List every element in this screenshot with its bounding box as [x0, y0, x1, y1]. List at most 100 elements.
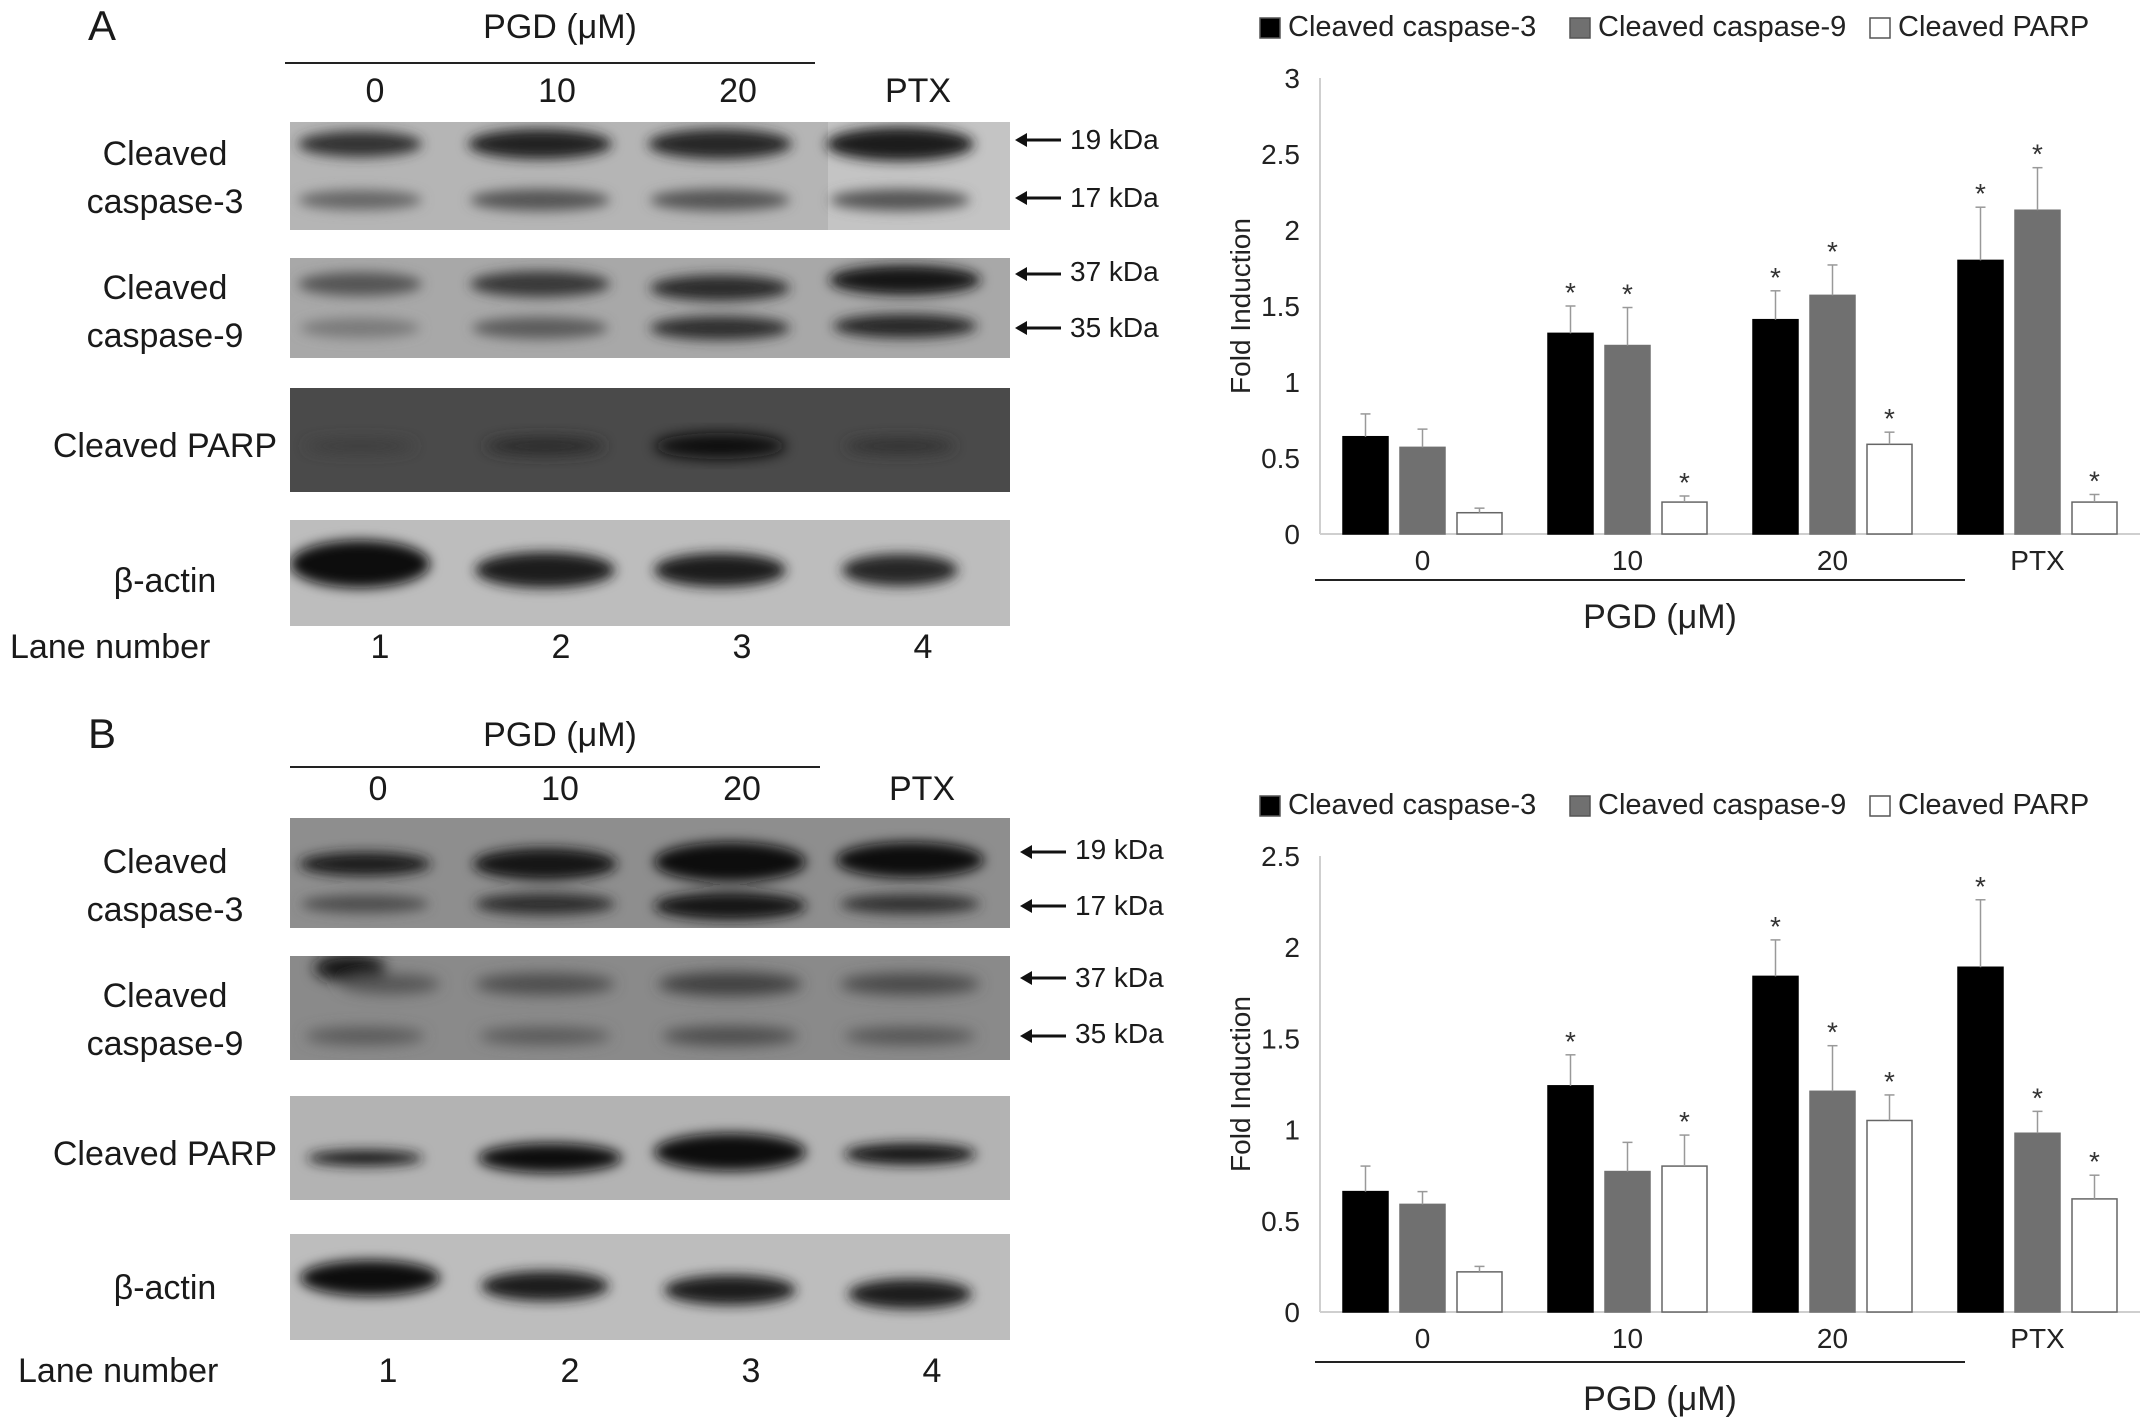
y-tick-label: 0 [1284, 1297, 1300, 1328]
pgd-group-label: PGD (μM) [483, 8, 637, 46]
bar [1342, 435, 1389, 535]
legend-label: Cleaved caspase-9 [1598, 789, 1846, 821]
significance-marker: * [1770, 911, 1781, 942]
bar [1342, 1190, 1389, 1313]
lane-header-20: 20 [719, 72, 757, 110]
y-tick-label: 1.5 [1261, 291, 1300, 322]
bar [1752, 975, 1799, 1313]
blot-label-cleaved-parp: Cleaved PARP [52, 427, 278, 465]
blot-a-beta-actin [290, 520, 1010, 626]
legend-label: Cleaved PARP [1898, 789, 2089, 821]
y-tick-label: 2.5 [1261, 139, 1300, 170]
arrow-left-icon [1015, 133, 1061, 147]
y-tick-label: 0.5 [1261, 1206, 1300, 1237]
legend-label: Cleaved caspase-9 [1598, 11, 1846, 43]
legend-label: Cleaved caspase-3 [1288, 789, 1536, 821]
x-tick-label: 20 [1817, 545, 1848, 576]
legend-swatch [1259, 795, 1281, 817]
lane-header-0: 0 [368, 770, 388, 808]
x-tick-label: PTX [2010, 1323, 2065, 1354]
bar [1547, 1085, 1594, 1313]
significance-marker: * [1827, 236, 1838, 267]
bar-chart-b: Cleaved caspase-3 Cleaved caspase-9 Cleave… [1225, 789, 2140, 1418]
y-tick-label: 1.5 [1261, 1023, 1300, 1054]
y-axis-label: Fold Induction [1225, 996, 1256, 1172]
significance-marker: * [1884, 403, 1895, 434]
y-tick-label: 1 [1284, 1115, 1300, 1146]
bar [1866, 443, 1913, 535]
significance-marker: * [1622, 279, 1633, 310]
arrow-left-icon [1020, 971, 1066, 985]
bar-chart-a: Cleaved caspase-3 Cleaved caspase-9 Cleave… [1225, 11, 2140, 636]
bar [2071, 501, 2118, 535]
lane-number: 4 [913, 628, 933, 666]
blot-label-beta-actin: β-actin [113, 562, 217, 600]
lane-header-ptx: PTX [888, 770, 956, 808]
lane-number: 3 [741, 1352, 761, 1390]
blot-a-caspase-9 [290, 258, 1010, 358]
blot-label-cleaved-caspase-9: Cleaved caspase-9 [86, 977, 244, 1063]
pgd-group-label: PGD (μM) [483, 716, 637, 754]
y-tick-label: 1 [1284, 367, 1300, 398]
bar [1866, 1119, 1913, 1313]
blot-label-cleaved-caspase-3: Cleaved caspase-3 [86, 843, 244, 929]
arrow-left-icon [1015, 267, 1061, 281]
kda-label: 35 kDa [1075, 1018, 1164, 1049]
significance-marker: * [1975, 871, 1986, 902]
significance-marker: * [1975, 178, 1986, 209]
lane-header-ptx: PTX [884, 72, 952, 110]
lane-number-label: Lane number [10, 628, 211, 666]
bar [1456, 1271, 1503, 1313]
kda-label: 17 kDa [1070, 182, 1159, 213]
lane-header-10: 10 [541, 770, 579, 808]
kda-label: 17 kDa [1075, 890, 1164, 921]
lane-number-label: Lane number [18, 1352, 219, 1390]
blot-b-parp [290, 1096, 1010, 1200]
bar [1752, 318, 1799, 535]
legend-label: Cleaved caspase-3 [1288, 11, 1536, 43]
lane-header-20: 20 [723, 770, 761, 808]
kda-label: 37 kDa [1070, 256, 1159, 287]
x-tick-label: 0 [1415, 1323, 1431, 1354]
significance-marker: * [2032, 1082, 2043, 1113]
x-group-label: PGD (μM) [1583, 598, 1737, 636]
bar [1809, 294, 1856, 535]
arrow-left-icon [1020, 845, 1066, 859]
legend-swatch [1869, 17, 1891, 39]
x-tick-label: 20 [1817, 1323, 1848, 1354]
significance-marker: * [1679, 467, 1690, 498]
legend-swatch [1869, 795, 1891, 817]
lane-number: 2 [560, 1352, 580, 1390]
blot-b-beta-actin [290, 1234, 1010, 1340]
x-tick-label: 0 [1415, 545, 1431, 576]
blot-b-caspase-9 [290, 956, 1010, 1060]
legend-label: Cleaved PARP [1898, 11, 2089, 43]
panel-a-letter: A [88, 2, 117, 49]
bar [2071, 1198, 2118, 1313]
y-tick-label: 0 [1284, 519, 1300, 550]
chart-legend: Cleaved caspase-3 Cleaved caspase-9 Cleave… [1259, 789, 2089, 821]
chart-legend: Cleaved caspase-3 Cleaved caspase-9 Cleave… [1259, 11, 2089, 43]
blot-label-cleaved-caspase-9: Cleaved caspase-9 [86, 269, 244, 355]
lane-number: 4 [922, 1352, 942, 1390]
significance-marker: * [1679, 1106, 1690, 1137]
blot-a-caspase-3 [290, 122, 1010, 230]
kda-label: 35 kDa [1070, 312, 1159, 343]
blot-label-cleaved-caspase-3: Cleaved caspase-3 [86, 135, 244, 221]
bar [2014, 209, 2061, 535]
y-tick-label: 2 [1284, 932, 1300, 963]
lane-number: 2 [551, 628, 571, 666]
y-tick-label: 3 [1284, 63, 1300, 94]
bar [1957, 966, 2004, 1313]
kda-label: 19 kDa [1075, 834, 1164, 865]
bar [1661, 501, 1708, 535]
bar [1661, 1165, 1708, 1313]
arrow-left-icon [1015, 191, 1061, 205]
arrow-left-icon [1020, 1029, 1066, 1043]
y-tick-label: 2 [1284, 215, 1300, 246]
pgd-group-underline [290, 766, 820, 768]
bar [1399, 1203, 1446, 1313]
blot-label-beta-actin: β-actin [113, 1269, 217, 1307]
blot-a-parp [290, 388, 1010, 492]
significance-marker: * [1565, 277, 1576, 308]
